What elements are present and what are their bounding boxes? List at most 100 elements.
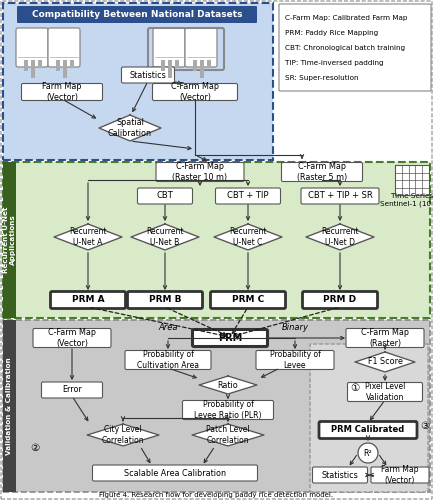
FancyBboxPatch shape: [16, 28, 48, 67]
Bar: [200, 60, 204, 78]
Text: PRM A: PRM A: [72, 296, 104, 304]
Text: PRM B: PRM B: [149, 296, 181, 304]
FancyBboxPatch shape: [3, 162, 16, 318]
Text: Recurrent
U-Net B: Recurrent U-Net B: [146, 227, 184, 247]
Text: Probability of
Levee: Probability of Levee: [270, 350, 320, 370]
Text: PRM: PRM: [218, 333, 242, 343]
FancyBboxPatch shape: [156, 162, 244, 182]
Polygon shape: [199, 376, 257, 394]
FancyBboxPatch shape: [216, 188, 281, 204]
Text: Farm Map
(Vector): Farm Map (Vector): [381, 465, 419, 485]
Text: R²: R²: [364, 448, 372, 458]
Text: Ratio: Ratio: [218, 380, 239, 390]
Text: Recurrent
U-Net C: Recurrent U-Net C: [229, 227, 267, 247]
FancyBboxPatch shape: [303, 292, 378, 308]
FancyBboxPatch shape: [127, 292, 203, 308]
Text: Spatial
Calibration: Spatial Calibration: [108, 118, 152, 138]
Text: PRM Calibrated: PRM Calibrated: [331, 426, 404, 434]
FancyBboxPatch shape: [301, 188, 379, 204]
FancyBboxPatch shape: [33, 328, 111, 347]
Polygon shape: [87, 424, 159, 446]
Text: Time Series
Sentinel-1 (10 m): Time Series Sentinel-1 (10 m): [381, 193, 433, 207]
Text: Validation & Calibration: Validation & Calibration: [6, 357, 13, 455]
FancyBboxPatch shape: [348, 382, 423, 402]
Polygon shape: [355, 352, 415, 372]
FancyBboxPatch shape: [48, 28, 80, 67]
Polygon shape: [214, 224, 282, 250]
FancyBboxPatch shape: [193, 330, 268, 346]
Text: City Level
Correlation: City Level Correlation: [102, 425, 144, 445]
FancyBboxPatch shape: [3, 320, 16, 492]
Text: Statistics: Statistics: [129, 70, 166, 80]
Text: ①: ①: [350, 383, 360, 393]
Text: C-Farm Map: Calibrated Farm Map: C-Farm Map: Calibrated Farm Map: [285, 15, 407, 21]
FancyBboxPatch shape: [153, 28, 185, 67]
FancyBboxPatch shape: [346, 328, 424, 347]
Bar: [56, 60, 60, 70]
Bar: [24, 60, 28, 70]
Text: CBT: Chronological batch training: CBT: Chronological batch training: [285, 45, 405, 51]
Text: F1 Score: F1 Score: [368, 358, 402, 366]
Text: C-Farm Map
(Vector): C-Farm Map (Vector): [48, 328, 96, 348]
FancyBboxPatch shape: [185, 28, 217, 67]
FancyBboxPatch shape: [125, 350, 211, 370]
FancyBboxPatch shape: [42, 382, 103, 398]
FancyBboxPatch shape: [3, 320, 430, 492]
Circle shape: [358, 443, 378, 463]
Polygon shape: [192, 424, 264, 446]
FancyBboxPatch shape: [313, 467, 368, 483]
Text: PRM D: PRM D: [323, 296, 356, 304]
FancyBboxPatch shape: [371, 467, 429, 483]
FancyBboxPatch shape: [3, 3, 273, 160]
Bar: [175, 60, 179, 66]
Bar: [31, 60, 35, 78]
Text: Binary: Binary: [281, 324, 308, 332]
Polygon shape: [131, 224, 199, 250]
FancyBboxPatch shape: [3, 162, 430, 318]
Text: TIP: Time-inversed padding: TIP: Time-inversed padding: [285, 60, 384, 66]
Text: Scalable Area Calibration: Scalable Area Calibration: [124, 468, 226, 477]
Text: CBT: CBT: [157, 192, 173, 200]
Bar: [395, 165, 429, 195]
Text: Pixel Level
Validation: Pixel Level Validation: [365, 382, 405, 402]
Text: CBT + TIP: CBT + TIP: [227, 192, 269, 200]
Bar: [193, 60, 197, 70]
Text: ③: ③: [420, 421, 430, 431]
Text: Recurrent U-Net
Applications: Recurrent U-Net Applications: [3, 207, 16, 273]
FancyBboxPatch shape: [22, 84, 103, 100]
Text: PRM C: PRM C: [232, 296, 264, 304]
Text: Probability of
Levee Ratio (PLR): Probability of Levee Ratio (PLR): [194, 400, 262, 420]
Bar: [63, 60, 67, 78]
Text: Recurrent
U-Net D: Recurrent U-Net D: [321, 227, 359, 247]
Bar: [70, 60, 74, 66]
Text: CBT + TIP + SR: CBT + TIP + SR: [307, 192, 372, 200]
Polygon shape: [54, 224, 122, 250]
FancyBboxPatch shape: [281, 162, 362, 182]
Text: Probability of
Cultivation Area: Probability of Cultivation Area: [137, 350, 199, 370]
Text: C-Farm Map
(Vector): C-Farm Map (Vector): [171, 82, 219, 102]
FancyBboxPatch shape: [310, 344, 428, 492]
FancyBboxPatch shape: [51, 292, 126, 308]
FancyBboxPatch shape: [93, 465, 258, 481]
Text: Statistics: Statistics: [322, 470, 359, 480]
Text: Area: Area: [158, 324, 178, 332]
FancyBboxPatch shape: [319, 422, 417, 438]
Text: Error: Error: [62, 386, 82, 394]
FancyBboxPatch shape: [138, 188, 193, 204]
Text: C-Farm Map
(Raster 5 m): C-Farm Map (Raster 5 m): [297, 162, 347, 182]
Text: Compatibility Between National Datasets: Compatibility Between National Datasets: [32, 10, 242, 19]
Text: C-Farm Map
(Raster): C-Farm Map (Raster): [361, 328, 409, 348]
Text: Figure 4. Research flow for developing paddy rice detection model.: Figure 4. Research flow for developing p…: [99, 492, 333, 498]
Text: SR: Super-resolution: SR: Super-resolution: [285, 75, 359, 81]
FancyBboxPatch shape: [256, 350, 334, 370]
Text: ②: ②: [30, 443, 40, 453]
Text: C-Farm Map
(Raster 10 m): C-Farm Map (Raster 10 m): [172, 162, 228, 182]
FancyBboxPatch shape: [17, 6, 257, 23]
FancyBboxPatch shape: [152, 84, 237, 100]
Polygon shape: [99, 115, 161, 141]
Bar: [168, 60, 172, 78]
Polygon shape: [306, 224, 374, 250]
FancyBboxPatch shape: [210, 292, 285, 308]
Text: Farm Map
(Vector): Farm Map (Vector): [42, 82, 82, 102]
Bar: [161, 60, 165, 70]
